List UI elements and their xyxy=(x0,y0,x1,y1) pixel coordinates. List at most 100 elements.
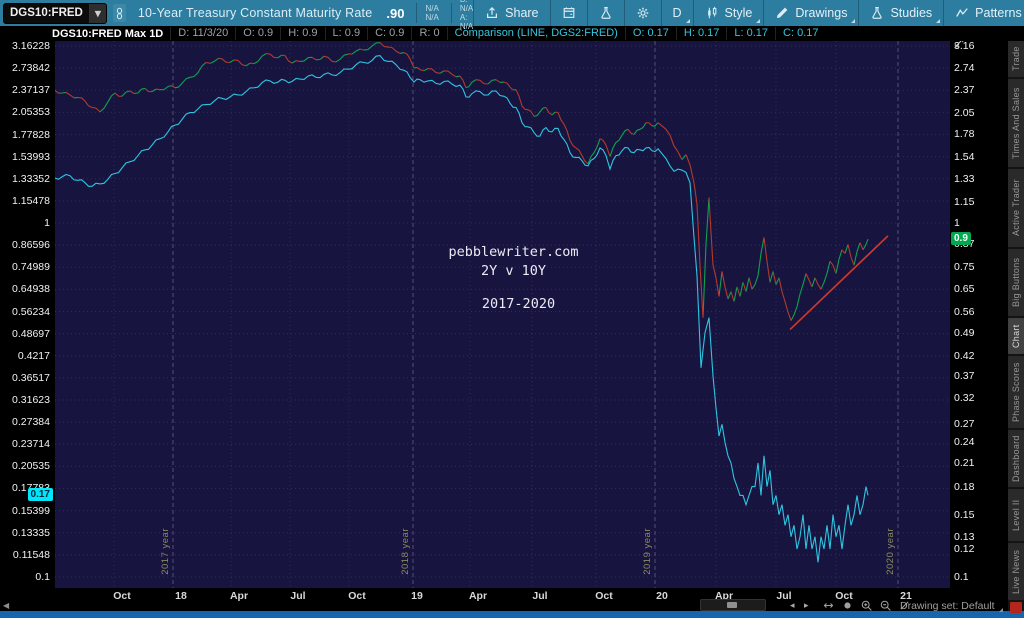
share-icon xyxy=(485,6,499,20)
ohlc-field: R: 0 xyxy=(411,27,446,40)
quote-line: N/A xyxy=(425,4,439,13)
sidebar-tab-phase-scores[interactable]: Phase Scores xyxy=(1008,356,1024,428)
y-axis-label-right: 0.15 xyxy=(954,508,975,521)
y-axis-label-left: 0.86596 xyxy=(12,239,50,252)
price-bubble-left: 0.17 xyxy=(27,488,53,502)
y-axis-label-right: 2.74 xyxy=(954,62,975,75)
y-axis-label-right: 0.42 xyxy=(954,350,975,363)
toolbar-button-label: Share xyxy=(505,6,539,20)
ohlc-field: L: 0.9 xyxy=(324,27,368,40)
sidebar-tab-dashboard[interactable]: Dashboard xyxy=(1008,430,1024,487)
note-icon xyxy=(562,6,576,20)
annotation-line: 2017-2020 xyxy=(481,296,556,312)
x-axis-label: 21 xyxy=(900,590,912,602)
x-axis-label: 18 xyxy=(175,590,187,602)
y-axis-label-left: 2.05353 xyxy=(12,106,50,119)
toolbar-button-share[interactable]: Share xyxy=(473,0,549,26)
link-icon[interactable] xyxy=(112,4,126,22)
y-axis-label-left: 0.36517 xyxy=(12,371,50,384)
y-axis-label-left: 3.16228 xyxy=(12,40,50,52)
ask-line: A: N/A xyxy=(459,13,474,31)
sidebar-tab-active-trader[interactable]: Active Trader xyxy=(1008,169,1024,247)
year-marker-label: 2017 year xyxy=(160,528,171,575)
sidebar-tab-times-and-sales[interactable]: Times And Sales xyxy=(1008,79,1024,167)
y-axis-label-right: 0.37 xyxy=(954,369,975,382)
last-price: .90 xyxy=(386,5,405,21)
y-axis-label-right: 0.13 xyxy=(954,530,975,543)
scroll-left-icon[interactable]: ◂ xyxy=(790,600,795,610)
ohlc-field: O: 0.9 xyxy=(235,27,280,40)
toolbar-button-timeframe[interactable]: D xyxy=(660,0,693,26)
y-axis-label-left: 0.27384 xyxy=(12,416,50,429)
y-axis-label-left: 1.77828 xyxy=(12,128,50,141)
year-marker-label: 2019 year xyxy=(642,528,653,575)
y-axis-label-left: 0.48697 xyxy=(12,327,50,340)
year-marker-label: 2018 year xyxy=(400,528,411,575)
toolbar-button-label: Style xyxy=(724,6,753,20)
sidebar-tab-level-ii[interactable]: Level II xyxy=(1008,489,1024,541)
sidebar-tab-trade[interactable]: Trade xyxy=(1008,41,1024,77)
toolbar-button-label: Patterns xyxy=(975,6,1022,20)
y-axis-label-right: 1.78 xyxy=(954,128,975,141)
y-axis-label-left: 0.64938 xyxy=(12,283,50,296)
zoom-out-icon[interactable] xyxy=(879,599,892,612)
zoom-in-icon[interactable] xyxy=(860,599,873,612)
pan-icon[interactable] xyxy=(822,599,835,612)
drawing-set-selector[interactable]: Drawing set: Default xyxy=(900,600,1003,612)
y-axis-label-left: 0.4217 xyxy=(17,349,50,362)
toolbar-button-studies[interactable]: Studies xyxy=(858,0,943,26)
pattern-icon xyxy=(955,6,969,20)
sidebar-badge-bottom[interactable] xyxy=(1010,602,1022,613)
symbol-dropdown-caret[interactable]: ▾ xyxy=(88,3,106,23)
chart-plot-area[interactable] xyxy=(55,41,950,588)
x-axis-label: Jul xyxy=(290,590,306,602)
ohlc-field: H: 0.9 xyxy=(280,27,324,40)
toolbar-button-patterns[interactable]: Patterns xyxy=(943,0,1024,26)
y-axis-label-right: 0.75 xyxy=(954,261,975,274)
time-scrollbar[interactable] xyxy=(700,599,766,611)
toolbar-button-style[interactable]: Style xyxy=(692,0,764,26)
y-axis-label-left: 0.15399 xyxy=(12,504,50,517)
scroll-right-icon[interactable]: ▸ xyxy=(804,600,809,610)
y-axis-label-right: 1 xyxy=(954,217,960,229)
y-axis-label-right: 2.37 xyxy=(954,84,975,97)
comparison-ohlc-field: C: 0.17 xyxy=(775,27,825,40)
x-axis-label: Jul xyxy=(532,590,548,602)
y-axis-label-left: 0.56234 xyxy=(12,305,50,318)
y-axis-label-right: 0.21 xyxy=(954,456,975,469)
sidebar-tab-live-news[interactable]: Live News xyxy=(1008,543,1024,600)
y-axis-label-right: 0.24 xyxy=(954,436,975,449)
auto-center-icon[interactable] xyxy=(841,599,854,612)
quote-stack: N/A N/A xyxy=(416,3,439,23)
symbol-selector[interactable]: DGS10:FRED ▾ xyxy=(3,2,107,24)
y-axis-label-left: 1 xyxy=(44,217,50,229)
comparison-ohlc-field: O: 0.17 xyxy=(624,27,676,40)
bid-line: B: N/A xyxy=(459,0,474,13)
y-axis-label-left: 1.15478 xyxy=(12,194,50,207)
top-toolbar: DGS10:FRED ▾ 10-Year Treasury Constant M… xyxy=(0,0,1024,31)
sidebar-tab-big-buttons[interactable]: Big Buttons xyxy=(1008,249,1024,316)
collapse-left-icon[interactable]: ◀ xyxy=(3,601,10,610)
toolbar-button-settings[interactable] xyxy=(623,0,661,26)
gear-icon xyxy=(636,6,650,20)
y-axis-label-right: 0.27 xyxy=(954,418,975,431)
x-axis-label: 19 xyxy=(411,590,423,602)
toolbar-button-drawings[interactable]: Drawings xyxy=(763,0,858,26)
ohlc-field: D: 11/3/20 xyxy=(170,27,235,40)
toolbar-button-notes[interactable] xyxy=(549,0,587,26)
toolbar-button-quick-study[interactable] xyxy=(586,0,624,26)
x-axis-label: Oct xyxy=(595,590,613,602)
x-axis-label: Oct xyxy=(113,590,131,602)
flask-icon xyxy=(870,6,884,20)
y-axis-label-left: 0.31623 xyxy=(12,393,50,406)
ohlc-field: C: 0.9 xyxy=(367,27,411,40)
drawing-tool-icon[interactable] xyxy=(898,599,911,612)
y-axis-label-left: 0.1 xyxy=(35,571,50,583)
time-scrollbar-thumb[interactable] xyxy=(727,602,737,608)
pencil-icon xyxy=(775,6,789,20)
x-axis-label: Apr xyxy=(468,590,488,602)
chart-status-bar: DGS10:FRED Max 1D D: 11/3/20 O: 0.9 H: 0.9 L… xyxy=(0,26,1024,41)
time-axis[interactable] xyxy=(0,588,1008,611)
sidebar-tab-chart[interactable]: Chart xyxy=(1008,318,1024,354)
y-axis-label-right: 0.1 xyxy=(954,571,969,583)
